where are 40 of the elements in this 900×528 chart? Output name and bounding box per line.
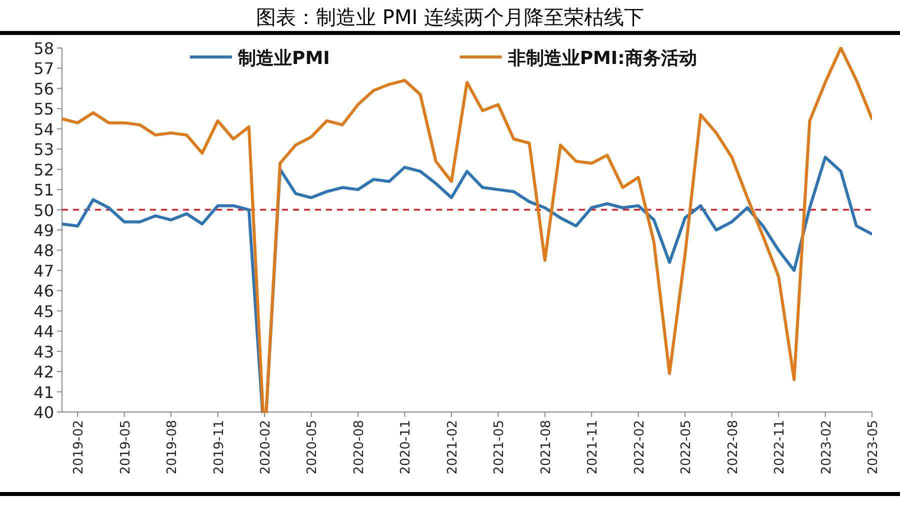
legend-label: 制造业PMI [237, 48, 330, 69]
x-tick-label: 2021-05 [492, 420, 508, 474]
y-tick-label: 40 [34, 403, 54, 422]
x-tick-label: 2021-08 [538, 420, 554, 474]
y-tick-label: 55 [34, 100, 54, 119]
y-tick-label: 50 [34, 200, 54, 220]
x-tick-label: 2020-02 [258, 420, 274, 474]
x-tick-label: 2022-08 [726, 420, 741, 474]
x-tick-label: 2019-08 [165, 420, 180, 474]
x-tick-label: 2021-11 [586, 420, 601, 474]
chart-title: 图表：制造业 PMI 连续两个月降至荣枯线下 [256, 5, 644, 29]
x-tick-label: 2022-05 [679, 420, 694, 474]
x-tick-label: 2020-08 [352, 420, 367, 474]
x-tick-label: 2023-05 [866, 420, 881, 474]
y-tick-label: 54 [34, 120, 54, 139]
legend-label: 非制造业PMI:商务活动 [506, 48, 697, 69]
y-tick-label: 48 [34, 241, 54, 260]
y-tick-label: 57 [34, 59, 54, 78]
x-tick-label: 2023-02 [819, 420, 834, 474]
y-tick-label: 43 [34, 342, 54, 362]
y-tick-label: 41 [34, 382, 54, 402]
y-tick-label: 49 [34, 221, 54, 240]
y-tick-label: 46 [34, 282, 54, 301]
y-tick-label: 45 [34, 302, 54, 321]
x-tick-label: 2019-05 [118, 420, 134, 474]
y-tick-label: 47 [34, 261, 54, 280]
x-tick-label: 2019-02 [72, 420, 87, 474]
x-tick-label: 2019-11 [212, 420, 227, 474]
y-tick-label: 52 [34, 160, 54, 180]
y-tick-label: 42 [34, 362, 54, 382]
y-tick-label: 58 [34, 39, 54, 58]
y-tick-label: 53 [34, 140, 54, 160]
x-tick-label: 2021-02 [445, 420, 460, 474]
x-tick-label: 2020-05 [305, 420, 320, 474]
y-tick-label: 51 [34, 180, 54, 200]
x-tick-label: 2022-11 [772, 420, 788, 474]
x-tick-label: 2022-02 [632, 420, 648, 474]
y-tick-label: 44 [34, 322, 54, 342]
y-tick-label: 56 [34, 79, 54, 98]
x-tick-label: 2020-11 [398, 420, 414, 474]
